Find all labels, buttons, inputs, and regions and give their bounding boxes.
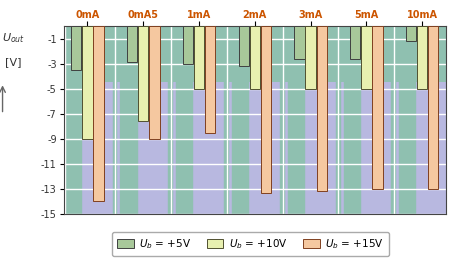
Bar bbox=[317, 26, 327, 192]
Legend: $U_b$ = +5V, $U_b$ = +10V, $U_b$ = +15V: $U_b$ = +5V, $U_b$ = +10V, $U_b$ = +15V bbox=[112, 232, 389, 256]
Bar bbox=[194, 26, 204, 89]
Bar bbox=[417, 26, 427, 89]
Bar bbox=[64, 82, 446, 214]
Bar bbox=[120, 26, 136, 214]
Bar bbox=[344, 26, 360, 214]
Bar bbox=[294, 26, 304, 59]
Bar bbox=[372, 26, 383, 189]
Bar bbox=[205, 26, 215, 133]
Bar bbox=[65, 26, 81, 214]
Bar bbox=[127, 26, 137, 62]
Bar bbox=[168, 26, 172, 214]
Bar bbox=[406, 26, 416, 41]
Bar bbox=[112, 26, 116, 214]
Bar bbox=[238, 26, 249, 66]
Bar bbox=[288, 26, 304, 214]
Bar bbox=[176, 26, 192, 214]
Bar bbox=[280, 26, 284, 214]
Bar bbox=[399, 26, 415, 214]
Bar bbox=[336, 26, 339, 214]
Bar bbox=[350, 26, 360, 59]
Bar bbox=[361, 26, 372, 89]
Bar bbox=[93, 26, 104, 201]
Bar bbox=[232, 26, 248, 214]
Bar bbox=[428, 26, 439, 189]
Bar bbox=[82, 26, 92, 139]
Bar bbox=[138, 26, 148, 121]
Bar bbox=[447, 26, 451, 214]
Bar bbox=[305, 26, 316, 89]
Text: $U_{out}$: $U_{out}$ bbox=[2, 31, 25, 45]
Bar bbox=[391, 26, 395, 214]
Bar bbox=[250, 26, 260, 89]
Bar bbox=[71, 26, 81, 70]
Bar bbox=[261, 26, 271, 193]
Bar bbox=[224, 26, 228, 214]
Bar bbox=[183, 26, 193, 64]
Text: [V]: [V] bbox=[5, 57, 22, 67]
Bar bbox=[149, 26, 160, 139]
